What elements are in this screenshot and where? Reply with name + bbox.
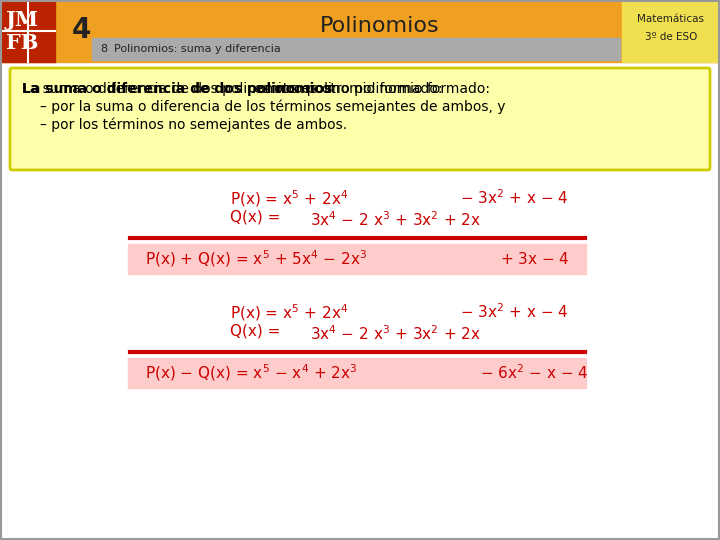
Text: Matemáticas: Matemáticas bbox=[637, 14, 704, 24]
Text: FB: FB bbox=[6, 33, 38, 53]
Text: Q(x) =: Q(x) = bbox=[230, 324, 280, 339]
Text: P(x) + Q(x) = x$^5$ + 5x$^4$ $-$ 2x$^3$: P(x) + Q(x) = x$^5$ + 5x$^4$ $-$ 2x$^3$ bbox=[145, 248, 367, 269]
Bar bbox=[0, 0, 720, 62]
Text: P(x) = x$^5$ + 2x$^4$: P(x) = x$^5$ + 2x$^4$ bbox=[230, 302, 348, 323]
Text: + 3x $-$ 4: + 3x $-$ 4 bbox=[500, 251, 570, 267]
Bar bbox=[128, 358, 586, 388]
Text: $-$ 3x$^2$ + x $-$ 4: $-$ 3x$^2$ + x $-$ 4 bbox=[460, 188, 569, 207]
Text: JM: JM bbox=[6, 10, 39, 30]
Text: 8: 8 bbox=[100, 44, 107, 54]
Text: $-$ 3x$^2$ + x $-$ 4: $-$ 3x$^2$ + x $-$ 4 bbox=[460, 302, 569, 321]
Bar bbox=[128, 244, 586, 274]
Text: 4: 4 bbox=[72, 16, 91, 44]
Text: 3x$^4$ $-$ 2 x$^3$ + 3x$^2$ + 2x: 3x$^4$ $-$ 2 x$^3$ + 3x$^2$ + 2x bbox=[310, 324, 481, 343]
Bar bbox=[622, 0, 720, 62]
Text: 3º de ESO: 3º de ESO bbox=[645, 32, 697, 42]
Text: es otro polinomio formado:: es otro polinomio formado: bbox=[250, 82, 443, 96]
Text: – por la suma o diferencia de los términos semejantes de ambos, y: – por la suma o diferencia de los términ… bbox=[40, 100, 505, 114]
Text: Polinomios: Polinomios bbox=[320, 16, 440, 36]
Text: 3x$^4$ $-$ 2 x$^3$ + 3x$^2$ + 2x: 3x$^4$ $-$ 2 x$^3$ + 3x$^2$ + 2x bbox=[310, 210, 481, 229]
Text: Q(x) =: Q(x) = bbox=[230, 210, 280, 225]
Text: $-$ 6x$^2$ $-$ x $-$ 4: $-$ 6x$^2$ $-$ x $-$ 4 bbox=[480, 363, 588, 382]
Text: Polinomios: suma y diferencia: Polinomios: suma y diferencia bbox=[114, 44, 281, 54]
Text: La suma o diferencia de dos polinomios es otro polinomio formado:: La suma o diferencia de dos polinomios e… bbox=[22, 82, 490, 96]
Bar bbox=[0, 0, 55, 62]
FancyBboxPatch shape bbox=[10, 68, 710, 170]
Text: La suma o diferencia de dos polinomios: La suma o diferencia de dos polinomios bbox=[22, 82, 332, 96]
Text: P(x) = x$^5$ + 2x$^4$: P(x) = x$^5$ + 2x$^4$ bbox=[230, 188, 348, 208]
Text: P(x) $-$ Q(x) = x$^5$ $-$ x$^4$ + 2x$^3$: P(x) $-$ Q(x) = x$^5$ $-$ x$^4$ + 2x$^3$ bbox=[145, 363, 358, 383]
Text: – por los términos no semejantes de ambos.: – por los términos no semejantes de ambo… bbox=[40, 118, 347, 132]
Bar bbox=[92, 38, 620, 60]
